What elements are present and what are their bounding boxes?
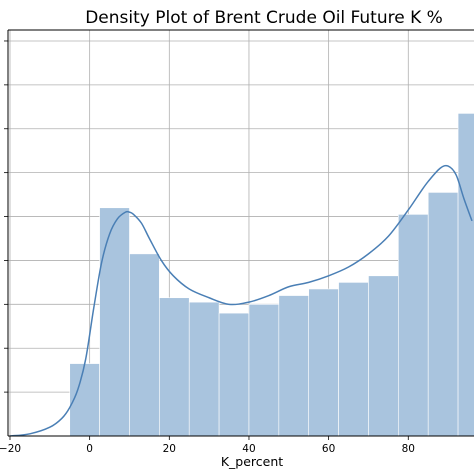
tick-marks	[4, 40, 409, 440]
histogram-bar-13	[457, 113, 474, 436]
x-tick-label-0: −20	[0, 443, 21, 455]
histogram-bar-0	[69, 363, 100, 436]
x-tick-labels: −20 0 20 40 60 80	[0, 443, 415, 455]
plot-frame	[7, 29, 474, 437]
x-tick-label-3: 40	[242, 443, 255, 455]
histogram-bar-3	[159, 297, 190, 436]
chart-title: Density Plot of Brent Crude Oil Future K…	[85, 8, 443, 28]
histogram-bar-12	[427, 192, 459, 436]
histogram-bar-5	[218, 312, 250, 436]
x-tick-label-1: 0	[86, 443, 93, 455]
histogram-bar-1	[99, 207, 130, 436]
histogram-bars	[69, 113, 474, 436]
x-axis-label: K_percent	[221, 454, 283, 469]
x-tick-label-4: 60	[322, 443, 335, 455]
x-tick-label-5: 80	[402, 443, 415, 455]
histogram-bar-4	[188, 301, 220, 436]
histogram-bar-8	[308, 288, 339, 436]
histogram-bar-6	[248, 304, 280, 436]
kde-curve	[9, 164, 473, 436]
histogram-bar-11	[398, 214, 429, 436]
histogram-bar-10	[368, 275, 399, 436]
x-tick-label-2: 20	[163, 443, 176, 455]
histogram-bar-2	[129, 253, 160, 436]
histogram-bar-9	[338, 282, 369, 436]
histogram-bar-7	[278, 295, 310, 436]
kde-line	[9, 164, 473, 436]
